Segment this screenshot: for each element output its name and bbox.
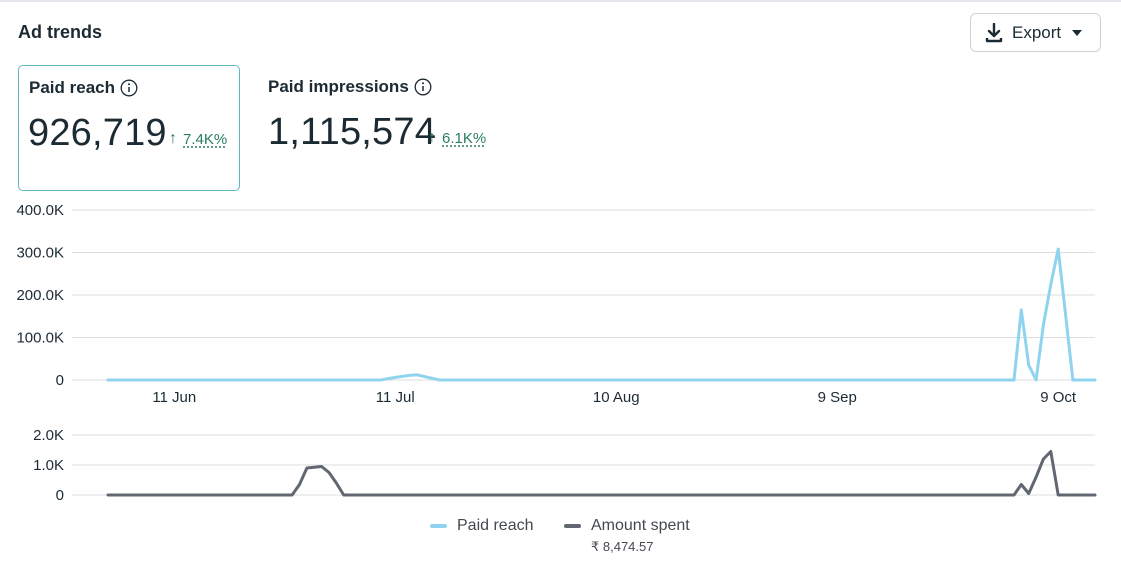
metric-label-row: Paid impressions — [268, 77, 432, 97]
y-tick-label: 100.0K — [16, 330, 64, 347]
export-label: Export — [1012, 22, 1062, 42]
x-tick-label: 9 Oct — [1040, 389, 1077, 406]
metric-label: Paid impressions — [268, 77, 409, 96]
legend-swatch — [430, 524, 447, 528]
legend-label: Paid reach — [457, 517, 534, 534]
arrow-up-icon: ↑ — [428, 129, 436, 146]
legend-swatch — [564, 524, 581, 528]
x-tick-label: 9 Sep — [818, 389, 857, 406]
top-border — [0, 0, 1121, 2]
legend-item-paid-reach[interactable]: Paid reach — [430, 517, 534, 535]
metric-change: ↑ 6.1K% — [428, 129, 486, 147]
paid-reach-series-line — [106, 247, 1075, 382]
x-tick-label: 11 Jul — [376, 389, 415, 406]
y-tick-label: 1.0K — [33, 457, 64, 474]
y-tick-label: 0 — [56, 372, 64, 389]
arrow-up-icon: ↑ — [169, 130, 177, 147]
metric-change-value[interactable]: 6.1K% — [442, 129, 487, 147]
chart-legend: Paid reach Amount spent ₹ 8,474.57 — [0, 517, 1121, 557]
amount-spent-total: ₹ 8,474.57 — [591, 539, 654, 554]
export-button[interactable]: Export — [970, 13, 1101, 52]
metric-value: 926,719 — [28, 112, 167, 154]
y-tick-label: 300.0K — [16, 245, 64, 262]
download-icon — [985, 22, 1003, 42]
y-tick-label: 400.0K — [16, 202, 64, 219]
y-tick-label: 200.0K — [16, 287, 64, 304]
metric-label-row: Paid reach — [29, 78, 138, 98]
info-icon[interactable] — [414, 78, 432, 96]
metric-change-value[interactable]: 7.4K% — [183, 130, 228, 148]
metric-value: 1,115,574 — [268, 111, 437, 153]
legend-item-amount-spent[interactable]: Amount spent — [564, 517, 690, 535]
x-tick-label: 10 Aug — [593, 389, 640, 406]
info-icon[interactable] — [120, 79, 138, 97]
legend-label: Amount spent — [591, 517, 690, 534]
metric-card-paid-impressions[interactable]: Paid impressions 1,115,574 ↑ 6.1K% — [258, 65, 518, 191]
metric-card-paid-reach[interactable]: Paid reach 926,719 ↑ 7.4K% — [18, 65, 240, 191]
metric-change: ↑ 7.4K% — [169, 130, 227, 148]
page-title: Ad trends — [18, 22, 103, 42]
caret-down-icon — [1072, 29, 1083, 36]
x-tick-label: 11 Jun — [152, 389, 196, 406]
metric-label: Paid reach — [29, 78, 115, 97]
y-tick-label: 2.0K — [33, 427, 64, 444]
y-tick-label: 0 — [56, 487, 64, 504]
amount-spent-series-line — [106, 450, 1075, 497]
